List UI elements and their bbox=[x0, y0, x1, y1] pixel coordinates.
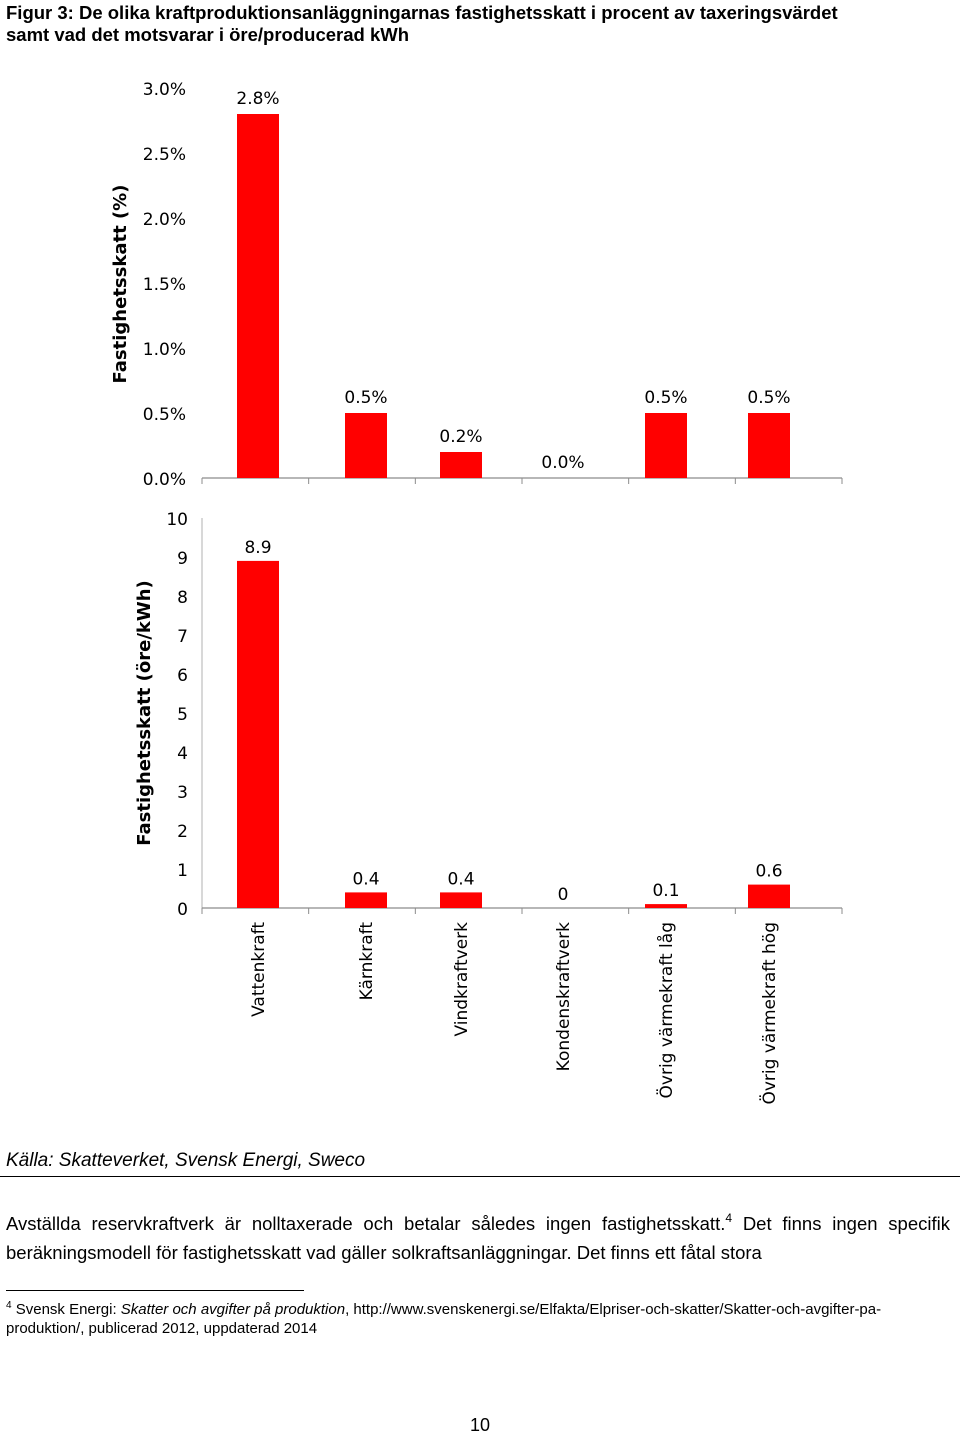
y-tick-label: 3 bbox=[177, 783, 188, 803]
chart-2: 0 1 2 3 4 5 6 7 8 9 10 Fastighetsskatt (öre/kWh) 8.9… bbox=[134, 510, 843, 920]
footnote-rest: , http://www.svenskenergi.se/Elfakta/Elp… bbox=[6, 1301, 882, 1337]
y-tick-label: 1.5% bbox=[143, 275, 186, 295]
bar-5 bbox=[645, 904, 687, 908]
y-tick-label: 2.0% bbox=[143, 210, 186, 230]
x-category-label-1: Vattenkraft bbox=[249, 922, 269, 1017]
y-tick-label: 6 bbox=[177, 666, 188, 686]
footnote: 4 Svensk Energi: Skatter och avgifter på… bbox=[6, 1300, 950, 1338]
data-label-4: 0 bbox=[558, 885, 569, 905]
body-paragraph: Avställda reservkraftverk är nolltaxerad… bbox=[6, 1209, 950, 1267]
footnote-number: 4 bbox=[6, 1300, 12, 1311]
body-text-part-1: Avställda reservkraftverk är nolltaxerad… bbox=[6, 1213, 726, 1234]
y-tick-label: 8 bbox=[177, 588, 188, 608]
page-number: 10 bbox=[469, 1415, 491, 1435]
y-tick-label: 1.0% bbox=[143, 340, 186, 360]
x-category-label-6: Övrig värmekraft hög bbox=[758, 922, 780, 1105]
bar-1 bbox=[237, 560, 279, 908]
data-label-1: 2.8% bbox=[236, 89, 279, 109]
data-label-3: 0.4 bbox=[447, 869, 474, 889]
data-label-1: 8.9 bbox=[244, 538, 271, 558]
bar-5 bbox=[645, 413, 687, 478]
figure-caption-line-1: Figur 3: De olika kraftproduktionsanlägg… bbox=[6, 2, 838, 23]
data-label-2: 0.4 bbox=[352, 869, 379, 889]
data-label-4: 0.0% bbox=[541, 453, 584, 473]
bar-6 bbox=[748, 413, 790, 478]
bar-3 bbox=[440, 452, 482, 478]
x-category-label-5: Övrig värmekraft låg bbox=[655, 922, 677, 1098]
footnote-reference[interactable]: 4 bbox=[725, 1211, 733, 1225]
y-tick-label: 10 bbox=[166, 510, 188, 530]
y-tick-label: 9 bbox=[177, 549, 188, 569]
figure-caption-line-2: samt vad det motsvarar i öre/producerad … bbox=[6, 24, 410, 45]
divider bbox=[0, 1176, 960, 1177]
bar-6 bbox=[748, 884, 790, 908]
y-tick-label: 0.0% bbox=[143, 470, 186, 490]
y-axis-title: Fastighetsskatt (%) bbox=[110, 185, 131, 384]
x-category-label-2: Kärnkraft bbox=[357, 922, 377, 1001]
data-label-6: 0.5% bbox=[747, 388, 790, 408]
footnote-divider bbox=[6, 1290, 304, 1291]
y-tick-label: 4 bbox=[177, 744, 188, 764]
y-tick-label: 3.0% bbox=[143, 80, 186, 100]
footnote-title: Skatter och avgifter på produktion bbox=[120, 1301, 346, 1318]
bar-2 bbox=[345, 892, 387, 908]
data-label-2: 0.5% bbox=[344, 388, 387, 408]
y-tick-label: 5 bbox=[177, 705, 188, 725]
bar-1 bbox=[237, 114, 279, 478]
y-tick-label: 7 bbox=[177, 627, 188, 647]
x-category-label-4: Kondenskraftverk bbox=[554, 922, 574, 1071]
y-tick-label: 0 bbox=[177, 900, 188, 920]
body-text-part-2: Det finns ingen specifik beräkningsmodel… bbox=[6, 1213, 950, 1263]
footnote-lead: Svensk Energi: bbox=[11, 1301, 121, 1318]
data-label-3: 0.2% bbox=[439, 427, 482, 447]
data-label-5: 0.5% bbox=[644, 388, 687, 408]
source-note: Källa: Skatteverket, Svensk Energi, Swec… bbox=[6, 1150, 366, 1171]
data-label-5: 0.1 bbox=[652, 881, 679, 901]
y-tick-label: 0.5% bbox=[143, 405, 186, 425]
y-axis-title: Fastighetsskatt (öre/kWh) bbox=[134, 580, 155, 846]
figure-caption: Figur 3: De olika kraftproduktionsanlägg… bbox=[6, 2, 954, 46]
y-tick-label: 1 bbox=[177, 861, 188, 881]
x-category-label-3: Vindkraftverk bbox=[452, 922, 472, 1037]
chart-1: 0.0% 0.5% 1.0% 1.5% 2.0% 2.5% 3.0% Fastighetssk… bbox=[110, 80, 843, 490]
tax-bar-charts: 0.0% 0.5% 1.0% 1.5% 2.0% 2.5% 3.0% Fastighetssk… bbox=[110, 80, 843, 1105]
data-label-6: 0.6 bbox=[755, 862, 782, 882]
y-tick-label: 2.5% bbox=[143, 145, 186, 165]
bar-2 bbox=[345, 413, 387, 478]
bar-3 bbox=[440, 892, 482, 908]
y-tick-label: 2 bbox=[177, 822, 188, 842]
